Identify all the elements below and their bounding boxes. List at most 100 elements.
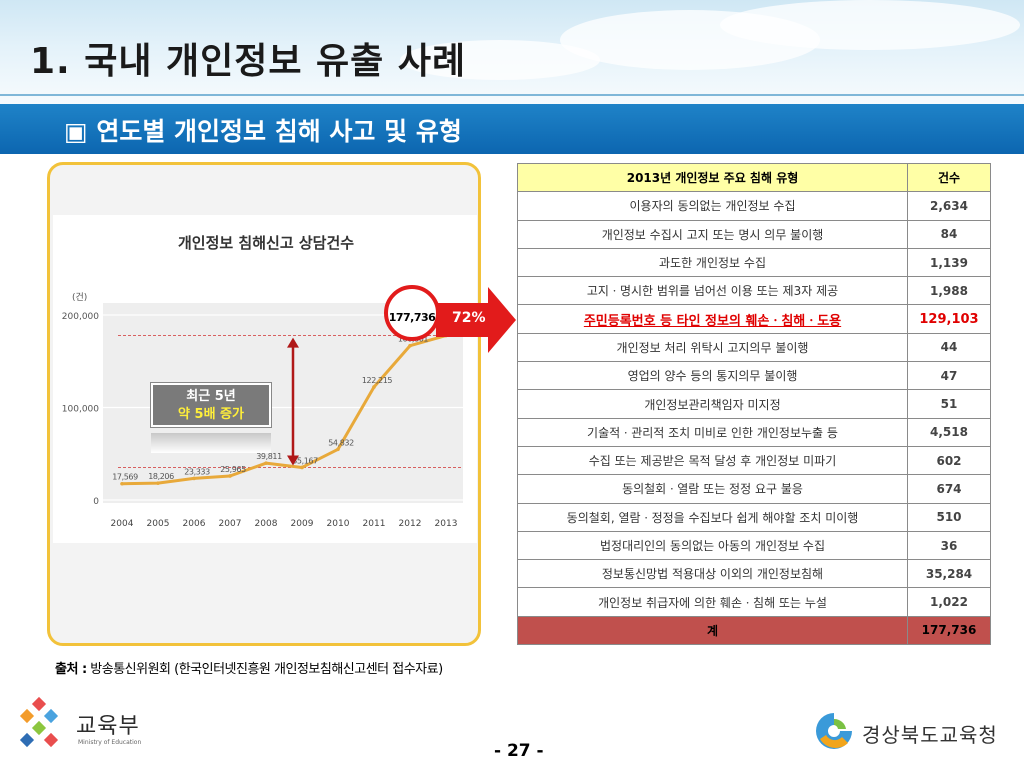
data-label: 23,333 bbox=[184, 467, 210, 476]
x-tick-label: 2008 bbox=[255, 519, 278, 529]
x-tick-label: 2009 bbox=[291, 519, 314, 529]
cell-count: 47 bbox=[907, 361, 991, 391]
cell-type: 개인정보 취급자에 의한 훼손ㆍ침해 또는 누설 bbox=[517, 587, 908, 617]
table-row: 동의철회, 열람ㆍ정정을 수집보다 쉽게 해야할 조치 미이행 510 bbox=[517, 502, 991, 532]
cell-type: 수집 또는 제공받은 목적 달성 후 개인정보 미파기 bbox=[517, 445, 908, 476]
cell-count: 1,988 bbox=[907, 276, 991, 306]
cell-count: 36 bbox=[907, 530, 991, 561]
x-tick-label: 2005 bbox=[147, 519, 170, 529]
cell-count: 4,518 bbox=[907, 417, 991, 447]
cell-type: 고지ㆍ명시한 범위를 넘어선 이용 또는 제3자 제공 bbox=[517, 276, 908, 306]
cell-count: 510 bbox=[907, 502, 991, 532]
section-heading: ▣ 연도별 개인정보 침해 사고 및 유형 bbox=[64, 117, 462, 146]
x-tick-label: 2010 bbox=[327, 519, 350, 529]
highlight-circle bbox=[384, 285, 440, 341]
cell-type: 개인정보 처리 위탁시 고지의무 불이행 bbox=[517, 332, 908, 363]
cell-count: 674 bbox=[907, 474, 991, 504]
cell-type: 이용자의 동의없는 개인정보 수집 bbox=[517, 191, 908, 221]
y-tick-label: 200,000 bbox=[62, 312, 99, 322]
table-row: 과도한 개인정보 수집 1,139 bbox=[517, 247, 991, 278]
table-row: 법정대리인의 동의없는 아동의 개인정보 수집 36 bbox=[517, 530, 991, 561]
data-label: 17,569 bbox=[112, 473, 138, 482]
x-tick-label: 2004 bbox=[111, 519, 134, 529]
y-tick-label: 0 bbox=[93, 497, 99, 507]
y-axis-label: (건) bbox=[72, 292, 87, 303]
callout-line2: 약 5배 증가 bbox=[178, 407, 244, 422]
cell-type: 동의철회ㆍ열람 또는 정정 요구 불응 bbox=[517, 474, 908, 504]
callout-line1: 최근 5년 bbox=[186, 389, 236, 404]
section-band bbox=[0, 104, 1024, 154]
data-label: 54,832 bbox=[328, 438, 354, 447]
cell-type: 2013년 개인정보 주요 침해 유형 bbox=[517, 162, 908, 193]
data-label: 39,811 bbox=[256, 452, 282, 461]
breach-type-table: 2013년 개인정보 주요 침해 유형 건수 이용자의 동의없는 개인정보 수집 2,… bbox=[517, 162, 991, 646]
cell-count: 602 bbox=[907, 445, 991, 476]
table-row: 개인정보 취급자에 의한 훼손ㆍ침해 또는 누설 1,022 bbox=[517, 587, 991, 617]
x-tick-label: 2012 bbox=[399, 519, 422, 529]
highlight-value: 177,736 bbox=[388, 311, 436, 324]
series-line bbox=[121, 334, 447, 486]
table-row: 기술적ㆍ관리적 조치 미비로 인한 개인정보누출 등 4,518 bbox=[517, 417, 991, 447]
data-point bbox=[192, 476, 196, 481]
cell-count: 1,139 bbox=[907, 247, 991, 278]
chart-title: 개인정보 침해신고 상담건수 bbox=[178, 234, 355, 252]
table-row: 고지ㆍ명시한 범위를 넘어선 이용 또는 제3자 제공 1,988 bbox=[517, 276, 991, 306]
table-row: 동의철회ㆍ열람 또는 정정 요구 불응 674 bbox=[517, 474, 991, 504]
moe-subtitle: Ministry of Education bbox=[78, 739, 142, 746]
header-background bbox=[0, 0, 1024, 105]
slide-title: 1. 국내 개인정보 유출 사례 bbox=[30, 41, 467, 82]
source-label: 출처 : bbox=[55, 662, 87, 677]
source-note: 출처 : 방송통신위원회 (한국인터넷진흥원 개인정보침해신고센터 접수자료) bbox=[55, 658, 443, 677]
cell-count: 건수 bbox=[907, 162, 991, 193]
range-arrow-head-bottom bbox=[287, 455, 299, 466]
growth-arrow bbox=[436, 287, 516, 353]
cell-count: 51 bbox=[907, 389, 991, 419]
cell-type: 영업의 양수 등의 통지의무 불이행 bbox=[517, 361, 908, 391]
cell-count: 44 bbox=[907, 332, 991, 363]
x-tick-label: 2013 bbox=[435, 519, 458, 529]
data-label: 25,965 bbox=[220, 465, 246, 474]
cell-type: 개인정보 수집시 고지 또는 명시 의무 불이행 bbox=[517, 219, 908, 249]
x-tick-label: 2007 bbox=[219, 519, 242, 529]
data-point bbox=[408, 343, 412, 348]
table-row: 이용자의 동의없는 개인정보 수집 2,634 bbox=[517, 191, 991, 221]
y-tick-label: 100,000 bbox=[62, 405, 99, 415]
x-tick-label: 2011 bbox=[363, 519, 386, 529]
growth-callout: 최근 5년 약 5배 증가 bbox=[151, 383, 271, 427]
cell-type: 법정대리인의 동의없는 아동의 개인정보 수집 bbox=[517, 530, 908, 561]
cell-type: 동의철회, 열람ㆍ정정을 수집보다 쉽게 해야할 조치 미이행 bbox=[517, 502, 908, 532]
table-row: 개인정보 처리 위탁시 고지의무 불이행 44 bbox=[517, 332, 991, 363]
table-row: 정보통신망법 적용대상 이외의 개인정보침해 35,284 bbox=[517, 559, 991, 589]
data-label: 122,215 bbox=[362, 376, 393, 385]
cell-count: 129,103 bbox=[907, 304, 991, 334]
cell-count: 177,736 bbox=[907, 615, 991, 646]
page-number: - 27 - bbox=[494, 741, 544, 761]
cell-type: 정보통신망법 적용대상 이외의 개인정보침해 bbox=[517, 559, 908, 589]
callout-shadow bbox=[151, 433, 271, 453]
gyeongbuk-logo-icon bbox=[816, 713, 852, 749]
cell-type: 주민등록번호 등 타인 정보의 훼손ㆍ침해ㆍ도용 bbox=[517, 304, 908, 334]
data-label: 35,167 bbox=[292, 456, 318, 465]
cell-count: 1,022 bbox=[907, 587, 991, 617]
cell-type: 과도한 개인정보 수집 bbox=[517, 247, 908, 278]
cell-count: 84 bbox=[907, 219, 991, 249]
cell-count: 35,284 bbox=[907, 559, 991, 589]
data-point bbox=[372, 385, 376, 389]
table-row: 개인정보 수집시 고지 또는 명시 의무 불이행 84 bbox=[517, 219, 991, 249]
data-label: 18,206 bbox=[148, 472, 174, 481]
table-row: 개인정보관리책임자 미지정 51 bbox=[517, 389, 991, 419]
cell-type: 개인정보관리책임자 미지정 bbox=[517, 389, 908, 419]
moe-name: 교육부 bbox=[76, 714, 140, 739]
cell-type: 계 bbox=[517, 615, 908, 646]
gyeongbuk-name: 경상북도교육청 bbox=[862, 723, 998, 747]
data-point bbox=[336, 447, 340, 452]
x-tick-label: 2006 bbox=[183, 519, 206, 529]
data-point bbox=[228, 474, 232, 478]
growth-percent: 72% bbox=[452, 310, 486, 326]
cell-count: 2,634 bbox=[907, 191, 991, 221]
title-divider bbox=[0, 94, 1024, 96]
cell-type: 기술적ㆍ관리적 조치 미비로 인한 개인정보누출 등 bbox=[517, 417, 908, 447]
table-row: 영업의 양수 등의 통지의무 불이행 47 bbox=[517, 361, 991, 391]
data-point bbox=[120, 481, 124, 486]
table-row: 수집 또는 제공받은 목적 달성 후 개인정보 미파기 602 bbox=[517, 445, 991, 476]
